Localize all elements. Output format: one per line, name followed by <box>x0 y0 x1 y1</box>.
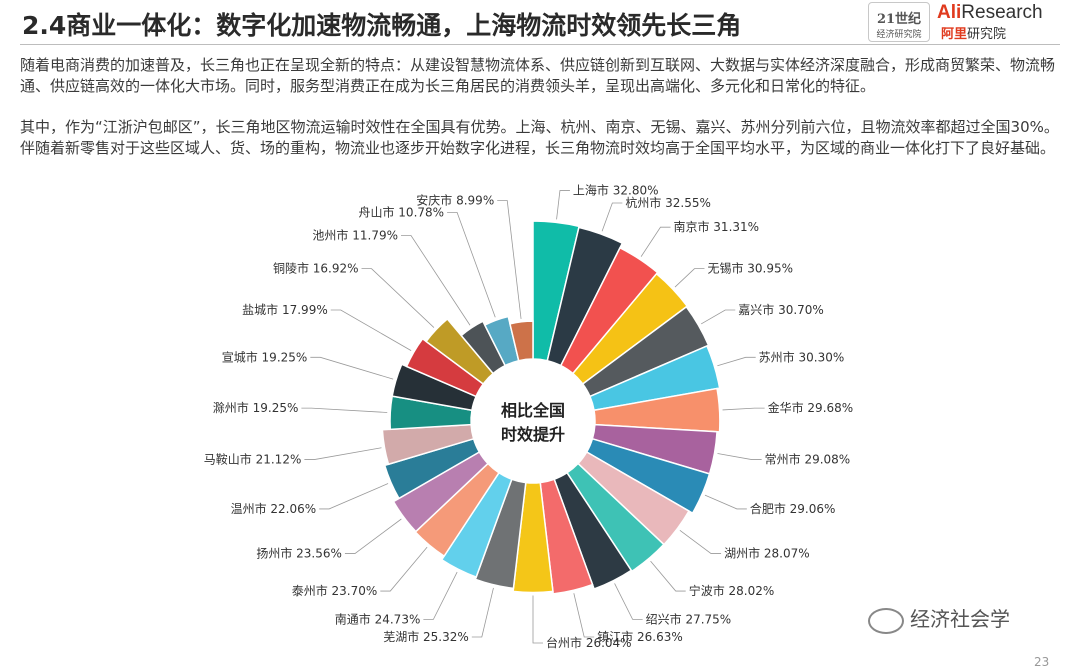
logo21-text: 21世纪 <box>876 12 922 27</box>
ali-logo-part-a: Ali <box>937 2 962 23</box>
slice-label-20: 滁州市 19.25% <box>213 400 299 415</box>
slice-label-4: 嘉兴市 30.70% <box>738 302 824 317</box>
slice-label-16: 泰州市 23.70% <box>292 583 378 598</box>
leader-line-18 <box>319 483 389 510</box>
body-paragraph-1: 随着电商消费的加速普及，长三角也正在呈现全新的特点：从建设智慧物流体系、供应链创… <box>20 56 1056 95</box>
leader-line-24 <box>401 235 471 326</box>
chart-slices <box>381 220 721 595</box>
slice-label-5: 苏州市 30.30% <box>759 349 845 364</box>
slice-label-1: 杭州市 32.55% <box>625 195 711 210</box>
chart-center-label-line1: 相比全国 <box>501 401 565 420</box>
slice-label-25: 舟山市 10.78% <box>358 204 444 219</box>
leader-line-0 <box>556 190 570 220</box>
leader-line-5 <box>717 356 756 367</box>
leader-line-19 <box>304 447 382 460</box>
slice-label-8: 合肥市 29.06% <box>750 501 836 516</box>
leader-line-22 <box>330 309 412 352</box>
wechat-watermark: 经济社会学 <box>868 603 1010 634</box>
leader-line-23 <box>361 268 435 328</box>
wechat-text: 经济社会学 <box>910 607 1010 631</box>
leader-line-26 <box>497 200 522 319</box>
leader-line-1 <box>601 202 623 232</box>
page-number: 23 <box>1034 655 1050 669</box>
slice-label-21: 宣城市 19.25% <box>222 349 308 364</box>
leader-line-12 <box>573 593 595 638</box>
slice-label-2: 南京市 31.31% <box>673 219 759 234</box>
slice-label-18: 温州市 22.06% <box>231 501 317 516</box>
slice-label-11: 绍兴市 27.75% <box>646 611 732 626</box>
slice-label-7: 常州市 29.08% <box>765 452 851 467</box>
21-century-logo: 21世纪 经济研究院 <box>868 2 930 42</box>
leader-line-21 <box>310 356 394 380</box>
slice-label-17: 扬州市 23.56% <box>256 546 342 561</box>
leader-line-16 <box>380 546 428 592</box>
leader-line-25 <box>447 211 496 318</box>
leader-line-15 <box>423 571 458 620</box>
leader-line-4 <box>700 309 736 325</box>
aliresearch-logo: AliResearch <box>937 2 1043 24</box>
leader-line-9 <box>679 530 722 554</box>
chart-leader-lines <box>301 190 765 644</box>
chart-center-hole <box>471 359 595 483</box>
leader-line-2 <box>640 226 671 257</box>
wechat-icon <box>868 607 904 634</box>
leader-line-6 <box>722 407 765 411</box>
ali-logo-cn: 阿里 <box>941 27 968 42</box>
slice-label-10: 宁波市 28.02% <box>689 583 775 598</box>
chart-center-label-line2: 时效提升 <box>501 425 565 444</box>
slice-label-23: 铜陵市 16.92% <box>273 261 359 276</box>
leader-line-8 <box>704 494 747 510</box>
slice-label-12: 镇江市 26.63% <box>597 629 683 644</box>
slice-label-22: 盐城市 17.99% <box>242 302 328 317</box>
leader-line-17 <box>344 518 402 554</box>
page-title: 2.4商业一体化：数字化加速物流畅通，上海物流时效领先长三角 <box>22 11 742 40</box>
slice-label-14: 芜湖市 25.32% <box>383 629 469 644</box>
slice-label-6: 金华市 29.68% <box>768 400 854 415</box>
aliresearch-logo-cn: 阿里研究院 <box>941 23 1006 42</box>
leader-line-10 <box>650 560 686 592</box>
leader-line-14 <box>471 587 494 638</box>
slice-label-15: 南通市 24.73% <box>335 611 421 626</box>
chart-labels: 上海市 32.80%杭州市 32.55% 南京市 31.31% 无锡市 30.95%… <box>204 183 853 650</box>
slice-label-24: 池州市 11.79% <box>312 228 398 243</box>
slice-label-3: 无锡市 30.95% <box>707 261 793 276</box>
ali-logo-cn2: 研究院 <box>967 27 1007 42</box>
logo21-subtext: 经济研究院 <box>876 30 922 40</box>
leader-line-3 <box>674 268 705 288</box>
slice-label-13: 台州市 26.04% <box>546 635 632 650</box>
slice-label-9: 湖州市 28.07% <box>724 546 810 561</box>
title-divider <box>20 44 1060 45</box>
slice-label-19: 马鞍山市 21.12% <box>204 452 302 467</box>
slice-label-0: 上海市 32.80% <box>573 183 659 198</box>
leader-line-11 <box>614 583 643 620</box>
leader-line-13 <box>532 595 543 644</box>
ali-logo-part-b: Research <box>961 2 1043 23</box>
leader-line-20 <box>301 407 388 413</box>
leader-line-7 <box>717 453 762 460</box>
slice-label-26: 安庆市 8.99% <box>416 193 494 208</box>
body-paragraph-2: 其中，作为“江浙沪包邮区”，长三角地区物流运输时效性在全国具有优势。上海、杭州、… <box>20 118 1059 157</box>
